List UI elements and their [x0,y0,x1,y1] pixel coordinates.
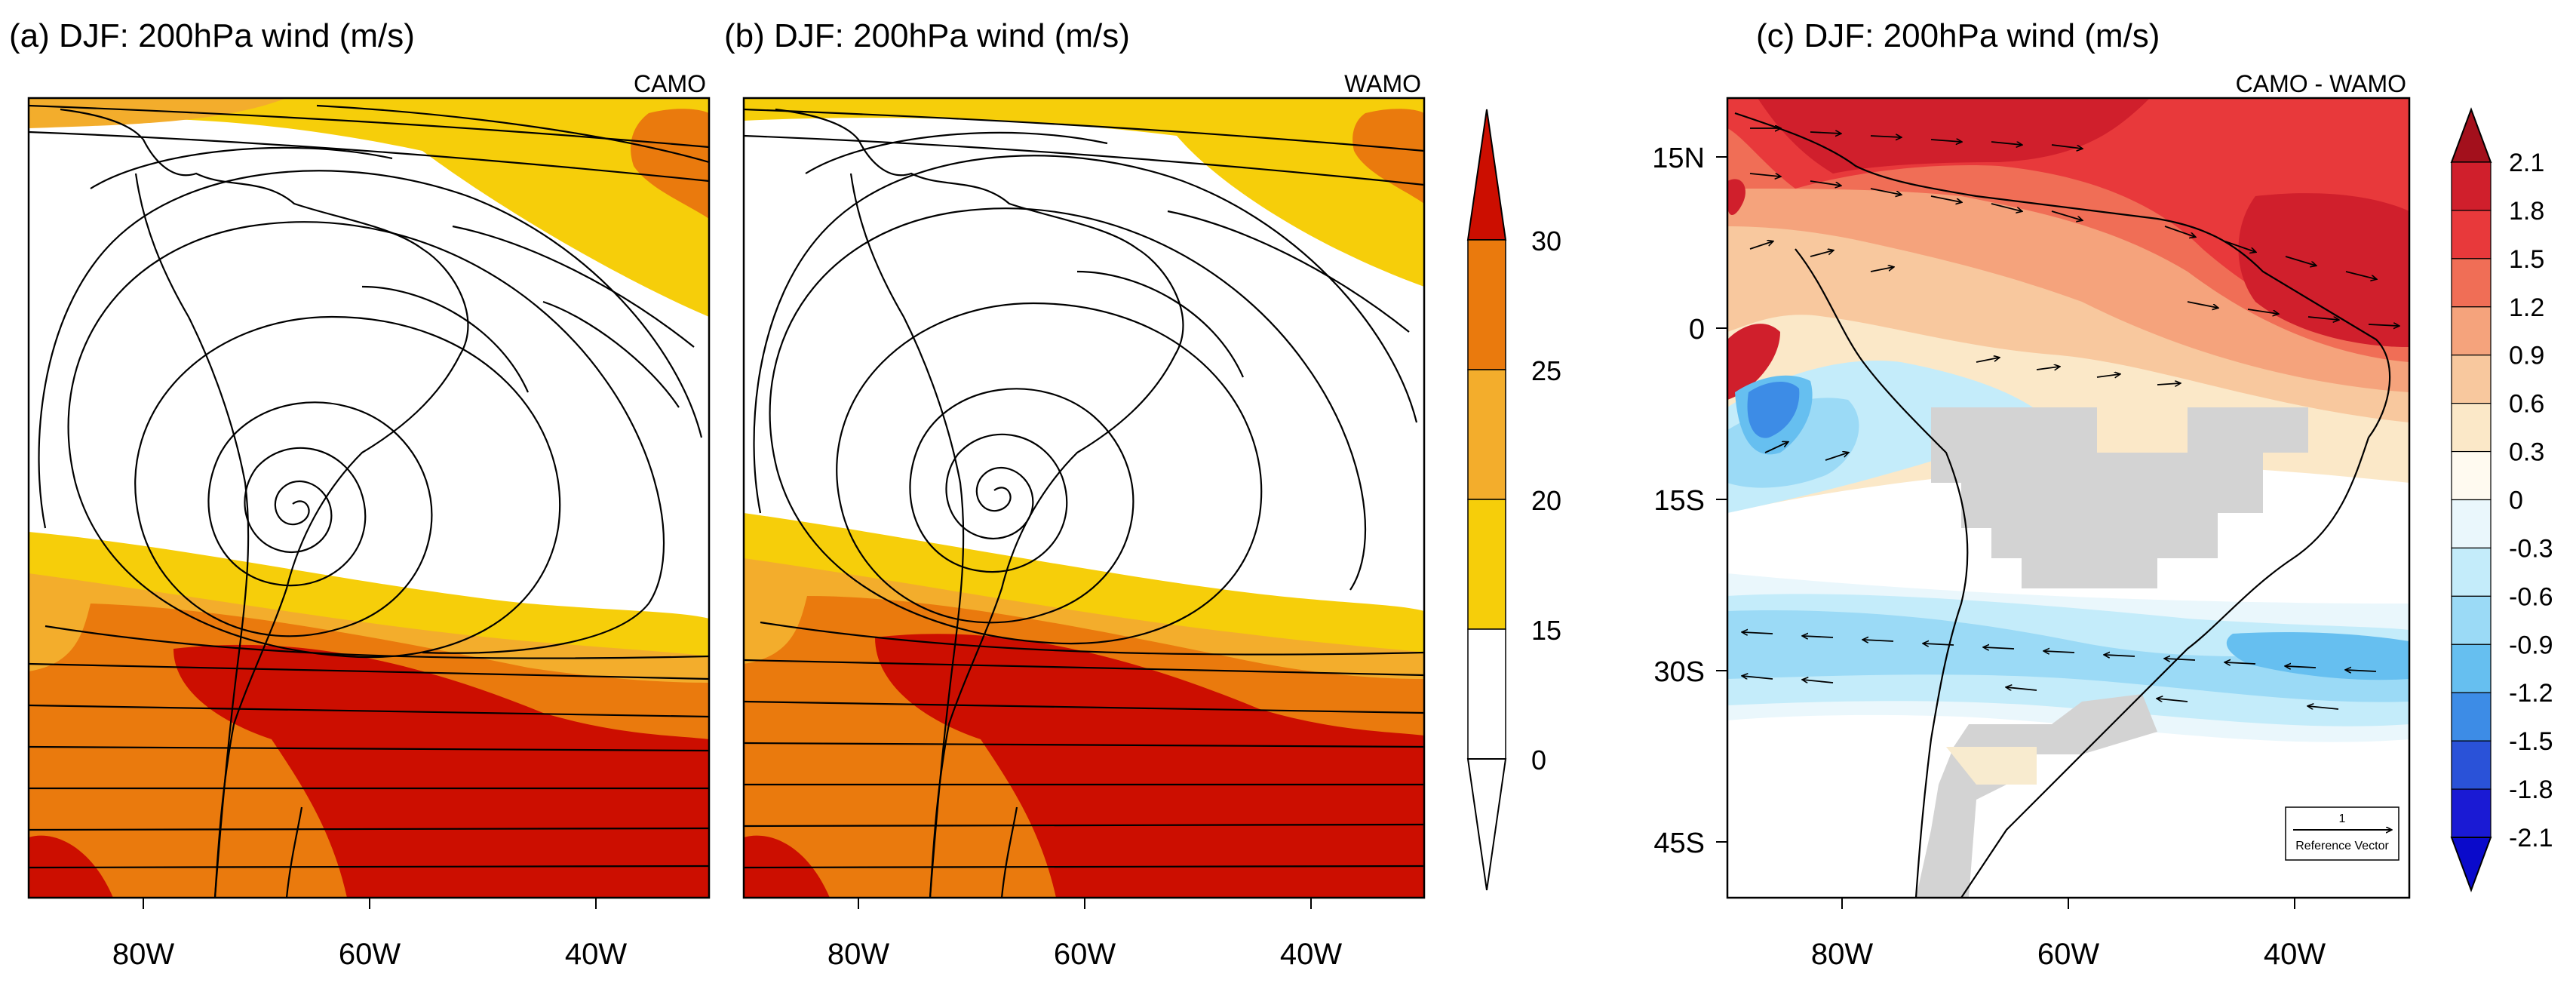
colorbar-c-label: -1.5 [2509,727,2553,756]
panel-b-map [744,98,1424,898]
colorbar-c-label: 1.2 [2509,293,2544,322]
x-tick-label: 60W [2037,938,2099,971]
x-tick-label: 80W [112,938,174,971]
panel-b-coastline [775,108,1184,898]
colorbar-ab-label: 15 [1531,615,1561,646]
panel-a: (a) DJF: 200hPa wind (m/s) CAMO [9,17,711,971]
colorbar-ab-segment [1467,369,1506,500]
colorbar-c-label: -1.2 [2509,679,2553,708]
colorbar-ab: 30 25 20 15 0 [1466,109,1561,891]
colorbar-c-label: -0.3 [2509,534,2553,563]
colorbar-ab-segment [1467,499,1506,630]
colorbar-c-segment [2451,547,2492,597]
panel-b-x-ticks: 80W 60W 40W [827,898,1342,971]
panel-c-map: 1 Reference Vector [1727,98,2409,898]
y-tick-label: 15N [1652,143,1705,174]
colorbar-c-segment [2451,692,2492,742]
colorbar-c-label: 1.5 [2509,245,2544,274]
colorbar-c-segment [2451,403,2492,453]
colorbar-c-label: 0 [2509,487,2523,515]
reference-vector-label: Reference Vector [2295,840,2389,852]
panel-c-y-ticks: 15N 0 15S 30S 45S [1652,143,1727,859]
panel-c-x-ticks: 80W 60W 40W [1811,898,2326,971]
panel-a-streamlines [29,104,709,869]
colorbar-ab-label: 30 [1531,226,1561,256]
x-tick-label: 40W [2264,938,2326,971]
y-tick-label: 0 [1689,314,1705,346]
colorbar-ab-top-triangle [1466,109,1507,241]
panel-a-coastline [60,108,469,898]
panel-c-title: (c) DJF: 200hPa wind (m/s) [1756,17,2160,54]
y-tick-label: 15S [1653,485,1705,517]
panel-c-land-mask [1931,407,2308,588]
x-tick-label: 80W [1811,938,1873,971]
panel-a-title: (a) DJF: 200hPa wind (m/s) [9,17,415,54]
x-tick-label: 80W [827,938,889,971]
x-tick-label: 40W [1280,938,1342,971]
panel-a-map [29,98,709,898]
colorbar-c-label: 2.1 [2509,149,2544,177]
colorbar-c-label: 1.8 [2509,197,2544,226]
colorbar-c-label: 0.6 [2509,390,2544,419]
colorbar-c-segment [2451,355,2492,404]
colorbar-c-label: -1.8 [2509,776,2553,804]
panel-b-title: (b) DJF: 200hPa wind (m/s) [724,17,1130,54]
reference-vector-magnitude: 1 [2339,812,2346,825]
panel-a-subtitle: CAMO [634,70,706,97]
colorbar-c-segment [2451,450,2492,501]
panel-b: (b) DJF: 200hPa wind (m/s) WAMO [724,17,1561,971]
colorbar-c-label: -0.6 [2509,582,2553,611]
panel-c: (c) DJF: 200hPa wind (m/s) CAMO - WAMO [1652,17,2553,971]
colorbar-ab-label: 20 [1531,485,1561,516]
colorbar-c-segment [2451,788,2492,838]
panel-c-vectors [1742,128,2399,710]
x-tick-label: 40W [565,938,627,971]
colorbar-c-segment [2451,210,2492,260]
colorbar-c-label: -0.9 [2509,631,2553,659]
colorbar-c-segment [2451,595,2492,645]
colorbar-c-label: 0.3 [2509,438,2544,467]
colorbar-ab-segment [1467,239,1506,370]
panel-b-streamlines [744,108,1424,869]
colorbar-c-segment [2451,161,2492,211]
panel-a-x-ticks: 80W 60W 40W [112,898,627,971]
colorbar-c-segment [2451,306,2492,356]
panel-c-subtitle: CAMO - WAMO [2236,70,2406,97]
colorbar-c-segment [2451,258,2492,308]
colorbar-ab-label: 25 [1531,355,1561,386]
colorbar-c-label: -2.1 [2509,824,2553,852]
y-tick-label: 30S [1653,656,1705,688]
colorbar-ab-bottom-triangle [1466,758,1507,891]
colorbar-c-segment [2451,499,2492,549]
colorbar-c: 2.1 1.8 1.5 1.2 0.9 0.6 0.3 0 -0.3 -0.6 -0.9 -1.2 -1… [2450,107,2553,892]
colorbar-ab-segment [1467,628,1506,760]
reference-vector-box: 1 Reference Vector [2285,806,2399,861]
y-tick-label: 45S [1653,828,1705,859]
x-tick-label: 60W [1054,938,1116,971]
colorbar-c-label: 0.9 [2509,342,2544,370]
colorbar-c-bottom-triangle [2450,837,2492,892]
panel-b-subtitle: WAMO [1344,70,1421,97]
colorbar-ab-label: 0 [1531,745,1546,776]
colorbar-c-segment [2451,643,2492,693]
colorbar-c-top-triangle [2450,107,2492,163]
x-tick-label: 60W [339,938,401,971]
colorbar-c-segment [2451,740,2492,790]
panel-c-coastline [1734,112,2391,898]
